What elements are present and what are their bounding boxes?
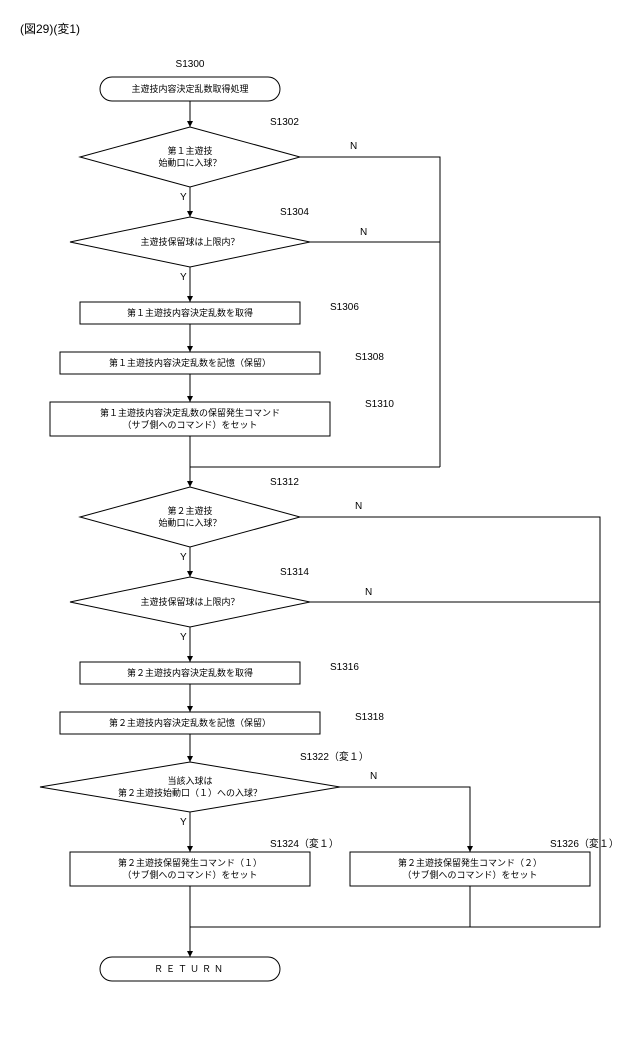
svg-text:第１主遊技内容決定乱数の保留発生コマンド: 第１主遊技内容決定乱数の保留発生コマンド [100,407,280,418]
svg-text:第２主遊技内容決定乱数を取得: 第２主遊技内容決定乱数を取得 [127,667,253,678]
step-label-s1312: S1312 [270,477,299,488]
branch-y: Y [180,192,187,203]
decision-s1302: 第１主遊技 始動口に入球？ [80,127,300,187]
step-label-s1326: S1326（変１） [550,837,619,850]
svg-text:ＲＥＴＵＲＮ: ＲＥＴＵＲＮ [154,964,226,974]
page-title: (図29)(変1) [20,20,640,37]
return-terminator: ＲＥＴＵＲＮ [100,957,280,981]
process-s1316: 第２主遊技内容決定乱数を取得 [80,662,300,684]
step-label-s1306: S1306 [330,302,359,313]
decision-s1304: 主遊技保留球は上限内？ [70,217,310,267]
branch-y: Y [180,632,187,643]
step-label-s1316: S1316 [330,662,359,673]
svg-text:第２主遊技始動口（１）への入球？: 第２主遊技始動口（１）への入球？ [118,787,262,798]
decision-s1322: 当該入球は 第２主遊技始動口（１）への入球？ [40,762,340,812]
step-label-s1322: S1322（変１） [300,750,369,763]
process-s1326: 第２主遊技保留発生コマンド（２） （サブ側へのコマンド）をセット [350,852,590,886]
svg-text:始動口に入球？: 始動口に入球？ [158,517,221,528]
branch-n: N [355,501,362,512]
svg-text:第１主遊技内容決定乱数を取得: 第１主遊技内容決定乱数を取得 [127,307,253,318]
svg-text:始動口に入球？: 始動口に入球？ [158,157,221,168]
start-terminator: 主遊技内容決定乱数取得処理 [100,77,280,101]
branch-n: N [370,771,377,782]
flowchart: S1300 主遊技内容決定乱数取得処理 S1302 第１主遊技 始動口に入球？ … [20,57,620,1037]
step-label-s1300: S1300 [176,59,205,70]
svg-text:（サブ側へのコマンド）をセット: （サブ側へのコマンド）をセット [402,869,537,880]
svg-text:主遊技内容決定乱数取得処理: 主遊技内容決定乱数取得処理 [131,83,248,94]
decision-s1312: 第２主遊技 始動口に入球？ [80,487,300,547]
svg-text:第１主遊技: 第１主遊技 [167,145,212,156]
svg-text:第２主遊技保留発生コマンド（１）: 第２主遊技保留発生コマンド（１） [118,857,262,868]
branch-y: Y [180,272,187,283]
svg-text:（サブ側へのコマンド）をセット: （サブ側へのコマンド）をセット [122,419,257,430]
branch-n: N [360,227,367,238]
svg-text:主遊技保留球は上限内？: 主遊技保留球は上限内？ [140,236,239,247]
branch-n: N [350,141,357,152]
step-label-s1324: S1324（変１） [270,837,339,850]
svg-text:当該入球は: 当該入球は [167,775,212,786]
svg-text:主遊技保留球は上限内？: 主遊技保留球は上限内？ [140,596,239,607]
svg-text:第１主遊技内容決定乱数を記憶（保留）: 第１主遊技内容決定乱数を記憶（保留） [109,357,271,368]
process-s1310: 第１主遊技内容決定乱数の保留発生コマンド （サブ側へのコマンド）をセット [50,402,330,436]
svg-text:（サブ側へのコマンド）をセット: （サブ側へのコマンド）をセット [122,869,257,880]
process-s1318: 第２主遊技内容決定乱数を記憶（保留） [60,712,320,734]
svg-text:第２主遊技保留発生コマンド（２）: 第２主遊技保留発生コマンド（２） [398,857,542,868]
step-label-s1302: S1302 [270,117,299,128]
step-label-s1308: S1308 [355,352,384,363]
step-label-s1310: S1310 [365,399,394,410]
branch-n: N [365,587,372,598]
process-s1324: 第２主遊技保留発生コマンド（１） （サブ側へのコマンド）をセット [70,852,310,886]
branch-y: Y [180,817,187,828]
process-s1306: 第１主遊技内容決定乱数を取得 [80,302,300,324]
step-label-s1314: S1314 [280,567,309,578]
branch-y: Y [180,552,187,563]
svg-text:第２主遊技内容決定乱数を記憶（保留）: 第２主遊技内容決定乱数を記憶（保留） [109,717,271,728]
decision-s1314: 主遊技保留球は上限内？ [70,577,310,627]
process-s1308: 第１主遊技内容決定乱数を記憶（保留） [60,352,320,374]
step-label-s1318: S1318 [355,712,384,723]
step-label-s1304: S1304 [280,207,309,218]
svg-text:第２主遊技: 第２主遊技 [167,505,212,516]
